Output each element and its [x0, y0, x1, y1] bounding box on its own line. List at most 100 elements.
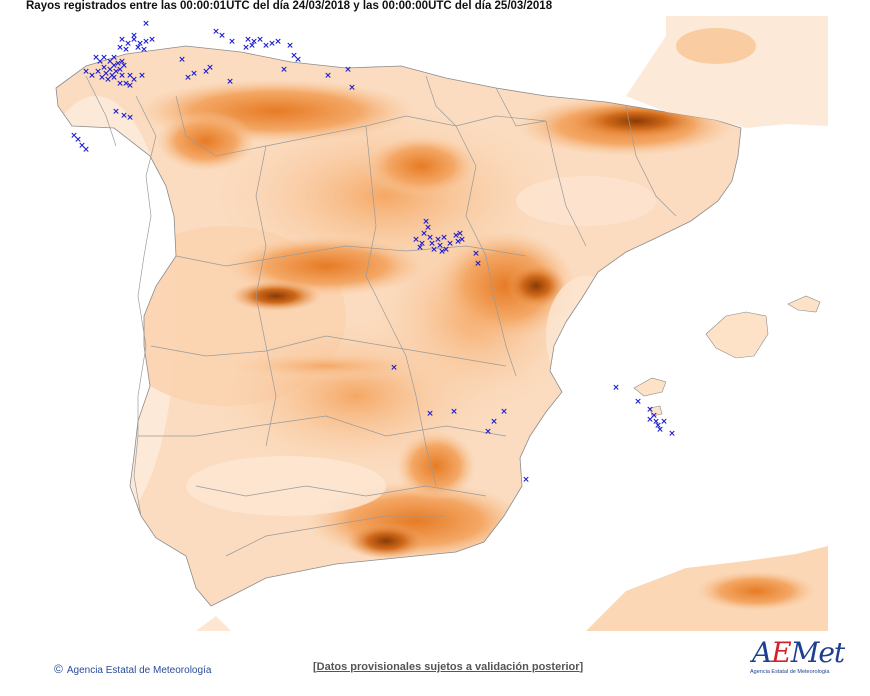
- lightning-strike-marker: ×: [424, 223, 432, 233]
- lightning-strike-marker: ×: [274, 37, 282, 47]
- lightning-strike-marker: ×: [436, 241, 444, 251]
- lightning-strike-marker: ×: [256, 35, 264, 45]
- lightning-strike-marker: ×: [490, 417, 498, 427]
- lightning-strike-marker: ×: [82, 145, 90, 155]
- lightning-strike-marker: ×: [454, 237, 462, 247]
- lightning-strike-marker: ×: [324, 71, 332, 81]
- map-title: Rayos registrados entre las 00:00:01UTC …: [26, 0, 553, 12]
- lightning-strike-marker: ×: [116, 79, 124, 89]
- lightning-strike-marker: ×: [108, 71, 116, 81]
- copyright-text: Agencia Estatal de Meteorología: [66, 665, 212, 676]
- lightning-strike-marker: ×: [202, 67, 210, 77]
- lightning-strike-marker: ×: [660, 417, 668, 427]
- lightning-strike-marker: ×: [286, 41, 294, 51]
- lightning-strike-marker: ×: [226, 77, 234, 87]
- lightning-strike-marker: ×: [124, 39, 132, 49]
- lightning-strike-marker: ×: [440, 233, 448, 243]
- france-land: [626, 16, 828, 128]
- lightning-strike-marker: ×: [442, 245, 450, 255]
- lightning-strike-marker: ×: [126, 71, 134, 81]
- lightning-strike-marker: ×: [130, 31, 138, 41]
- lightning-strike-marker: ×: [438, 247, 446, 257]
- disclaimer-link[interactable]: [Datos provisionales sujetos a validació…: [313, 661, 584, 673]
- lightning-strike-marker: ×: [344, 65, 352, 75]
- lightning-strike-marker: ×: [184, 73, 192, 83]
- lightning-strike-marker: ×: [244, 35, 252, 45]
- lightning-strike-marker: ×: [142, 37, 150, 47]
- lightning-strike-marker: ×: [522, 475, 530, 485]
- logo-letters-met: Met: [790, 636, 845, 669]
- lightning-strike-marker: ×: [122, 79, 130, 89]
- lightning-strike-marker: ×: [118, 71, 126, 81]
- lightning-strike-marker: ×: [348, 83, 356, 93]
- lightning-strike-marker: ×: [426, 409, 434, 419]
- copyright-icon: ©: [54, 662, 63, 676]
- lightning-strike-marker: ×: [106, 65, 114, 75]
- logo-letter-a: A: [752, 636, 772, 669]
- lightning-strike-marker: ×: [634, 397, 642, 407]
- lightning-strike-marker: ×: [100, 53, 108, 63]
- lightning-strike-marker: ×: [418, 239, 426, 249]
- lightning-strike-marker: ×: [652, 417, 660, 427]
- lightning-strike-marker: ×: [290, 51, 298, 61]
- lightning-strike-marker: ×: [646, 405, 654, 415]
- lightning-strike-marker: ×: [212, 27, 220, 37]
- lightning-strike-marker: ×: [98, 73, 106, 83]
- logo-letter-e: E: [771, 636, 791, 669]
- lightning-strike-marker: ×: [134, 43, 142, 53]
- lightning-strike-marker: ×: [126, 113, 134, 123]
- lightning-strike-marker: ×: [390, 363, 398, 373]
- lightning-strike-marker: ×: [106, 57, 114, 67]
- lightning-strike-marker: ×: [654, 421, 662, 431]
- lightning-strike-marker: ×: [118, 57, 126, 67]
- lightning-strike-marker: ×: [70, 131, 78, 141]
- lightning-strike-marker: ×: [142, 19, 150, 29]
- lightning-strike-marker: ×: [116, 43, 124, 53]
- lightning-strike-marker: ×: [420, 229, 428, 239]
- lightning-strike-marker: ×: [88, 71, 96, 81]
- lightning-strike-marker: ×: [430, 245, 438, 255]
- lightning-strike-marker: ×: [120, 61, 128, 71]
- lightning-strike-marker: ×: [280, 65, 288, 75]
- lightning-strike-marker: ×: [250, 37, 258, 47]
- lightning-strike-marker: ×: [114, 59, 122, 69]
- lightning-strike-marker: ×: [458, 235, 466, 245]
- lightning-strike-marker: ×: [650, 411, 658, 421]
- lightning-strike-marker: ×: [500, 407, 508, 417]
- aemet-logo: AEMet Agencia Estatal de Meteorología: [750, 636, 845, 682]
- lightning-strike-marker: ×: [474, 259, 482, 269]
- lightning-strike-marker: ×: [140, 45, 148, 55]
- lightning-strike-marker: ×: [82, 67, 90, 77]
- lightning-strike-marker: ×: [96, 57, 104, 67]
- lightning-strikes: ××××××××× ××××××××××××××××××××× ×××× ×× ××××…: [70, 19, 676, 485]
- map-canvas: ××××××××× ××××××××××××××××××××× ×××× ×× ××××…: [26, 16, 828, 631]
- lightning-strike-marker: ×: [452, 231, 460, 241]
- lightning-strike-marker: ×: [102, 69, 110, 79]
- logo-subtitle: Agencia Estatal de Meteorología: [750, 669, 830, 675]
- lightning-strike-marker: ×: [416, 243, 424, 253]
- lightning-strike-marker: ×: [110, 61, 118, 71]
- lightning-strike-marker: ×: [138, 71, 146, 81]
- lightning-strike-marker: ×: [100, 63, 108, 73]
- lightning-strike-marker: ×: [206, 63, 214, 73]
- lightning-strike-marker: ×: [116, 65, 124, 75]
- lightning-strike-marker: ×: [136, 39, 144, 49]
- lightning-strike-marker: ×: [190, 69, 198, 79]
- lightning-strike-marker: ×: [118, 35, 126, 45]
- lightning-strike-marker: ×: [248, 41, 256, 51]
- lightning-strike-marker: ×: [646, 415, 654, 425]
- lightning-strike-marker: ×: [450, 407, 458, 417]
- disclaimer-text: Datos provisionales sujetos a validación…: [316, 661, 580, 673]
- lightning-strike-marker: ×: [426, 233, 434, 243]
- lightning-strike-marker: ×: [668, 429, 676, 439]
- lightning-strike-marker: ×: [262, 41, 270, 51]
- lightning-strike-marker: ×: [130, 35, 138, 45]
- lightning-strike-marker: ×: [130, 75, 138, 85]
- lightning-strike-marker: ×: [656, 425, 664, 435]
- lightning-strike-marker: ×: [148, 35, 156, 45]
- lightning-strike-marker: ×: [412, 235, 420, 245]
- lightning-strike-marker: ×: [268, 39, 276, 49]
- lightning-strike-marker: ×: [104, 75, 112, 85]
- lightning-strike-marker: ×: [456, 229, 464, 239]
- lightning-strike-marker: ×: [294, 55, 302, 65]
